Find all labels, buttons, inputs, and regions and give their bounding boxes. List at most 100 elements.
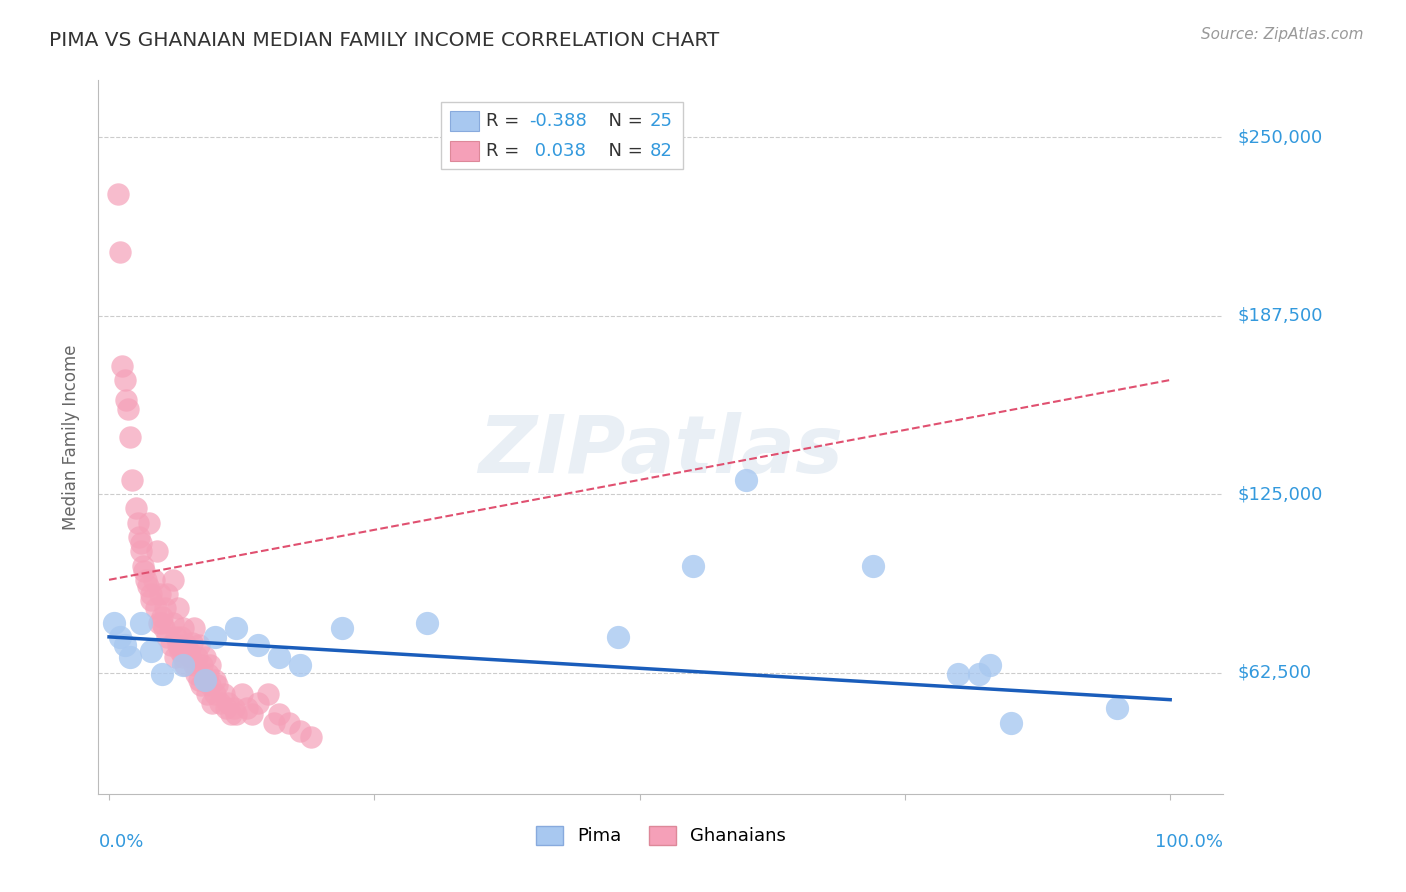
Point bbox=[215, 701, 238, 715]
Point bbox=[204, 687, 226, 701]
Point bbox=[167, 639, 190, 653]
Point bbox=[188, 639, 211, 653]
FancyBboxPatch shape bbox=[441, 102, 683, 169]
Point bbox=[288, 724, 311, 739]
Point bbox=[204, 630, 226, 644]
Point bbox=[240, 706, 263, 721]
Point bbox=[967, 667, 990, 681]
Point bbox=[179, 649, 201, 664]
Point bbox=[165, 630, 187, 644]
Point bbox=[127, 516, 149, 530]
Point bbox=[149, 587, 172, 601]
Point bbox=[132, 564, 155, 578]
Point bbox=[207, 678, 229, 692]
Point bbox=[257, 687, 280, 701]
Point bbox=[156, 630, 179, 644]
Point bbox=[129, 544, 152, 558]
Point bbox=[163, 649, 186, 664]
Point bbox=[120, 649, 142, 664]
Point bbox=[862, 558, 884, 573]
Point bbox=[141, 592, 163, 607]
Point bbox=[135, 573, 157, 587]
Point bbox=[236, 701, 259, 715]
Text: 82: 82 bbox=[650, 142, 672, 160]
Point bbox=[1107, 701, 1129, 715]
Text: N =: N = bbox=[596, 112, 648, 130]
Point bbox=[117, 401, 139, 416]
Point bbox=[212, 687, 235, 701]
Point bbox=[170, 630, 193, 644]
Point bbox=[193, 673, 215, 687]
Legend: Pima, Ghanaians: Pima, Ghanaians bbox=[529, 819, 793, 853]
Point bbox=[148, 615, 170, 630]
Point bbox=[193, 649, 215, 664]
Point bbox=[172, 649, 194, 664]
Text: 0.038: 0.038 bbox=[529, 142, 586, 160]
Point bbox=[129, 535, 152, 549]
Point bbox=[138, 516, 160, 530]
Point bbox=[115, 392, 138, 407]
Point bbox=[246, 639, 269, 653]
Point bbox=[141, 587, 163, 601]
FancyBboxPatch shape bbox=[450, 111, 478, 131]
Point bbox=[204, 673, 226, 687]
Point bbox=[159, 639, 181, 653]
Text: N =: N = bbox=[596, 142, 648, 160]
Point bbox=[172, 621, 194, 635]
Point bbox=[108, 244, 131, 259]
Point bbox=[155, 601, 177, 615]
Point bbox=[142, 573, 165, 587]
Point bbox=[107, 187, 129, 202]
Point bbox=[124, 501, 146, 516]
Point bbox=[246, 696, 269, 710]
Point bbox=[150, 610, 173, 624]
Point bbox=[153, 621, 176, 635]
Point bbox=[141, 644, 163, 658]
Text: PIMA VS GHANAIAN MEDIAN FAMILY INCOME CORRELATION CHART: PIMA VS GHANAIAN MEDIAN FAMILY INCOME CO… bbox=[49, 31, 720, 50]
Point bbox=[183, 658, 205, 673]
Text: R =: R = bbox=[486, 112, 526, 130]
Point bbox=[108, 630, 131, 644]
Text: $187,500: $187,500 bbox=[1237, 307, 1323, 325]
Point bbox=[191, 658, 214, 673]
Text: 0.0%: 0.0% bbox=[98, 833, 143, 851]
Point bbox=[150, 667, 173, 681]
Point bbox=[169, 644, 191, 658]
Point bbox=[162, 615, 184, 630]
Point bbox=[176, 639, 198, 653]
Point bbox=[416, 615, 439, 630]
Point bbox=[217, 696, 239, 710]
Point bbox=[186, 649, 208, 664]
Point bbox=[682, 558, 704, 573]
Point bbox=[195, 687, 218, 701]
Point bbox=[180, 635, 202, 649]
Text: $250,000: $250,000 bbox=[1237, 128, 1323, 146]
Point bbox=[607, 630, 630, 644]
Point bbox=[132, 558, 155, 573]
Text: $125,000: $125,000 bbox=[1237, 485, 1323, 503]
Point bbox=[201, 696, 224, 710]
Point bbox=[184, 667, 207, 681]
Point bbox=[198, 678, 221, 692]
Y-axis label: Median Family Income: Median Family Income bbox=[62, 344, 80, 530]
Point bbox=[174, 658, 197, 673]
Point bbox=[167, 601, 190, 615]
Point bbox=[946, 667, 969, 681]
Point bbox=[188, 673, 211, 687]
Point bbox=[278, 715, 301, 730]
Point bbox=[734, 473, 756, 487]
Text: 25: 25 bbox=[650, 112, 672, 130]
Point bbox=[114, 373, 136, 387]
Point bbox=[224, 701, 246, 715]
Point bbox=[120, 430, 142, 444]
Point bbox=[183, 621, 205, 635]
Point bbox=[1000, 715, 1022, 730]
Point bbox=[198, 658, 221, 673]
Point bbox=[263, 715, 285, 730]
Point bbox=[156, 587, 179, 601]
Point bbox=[145, 601, 167, 615]
Point bbox=[128, 530, 150, 544]
Point bbox=[111, 359, 134, 373]
Point bbox=[231, 687, 253, 701]
Point bbox=[209, 696, 232, 710]
